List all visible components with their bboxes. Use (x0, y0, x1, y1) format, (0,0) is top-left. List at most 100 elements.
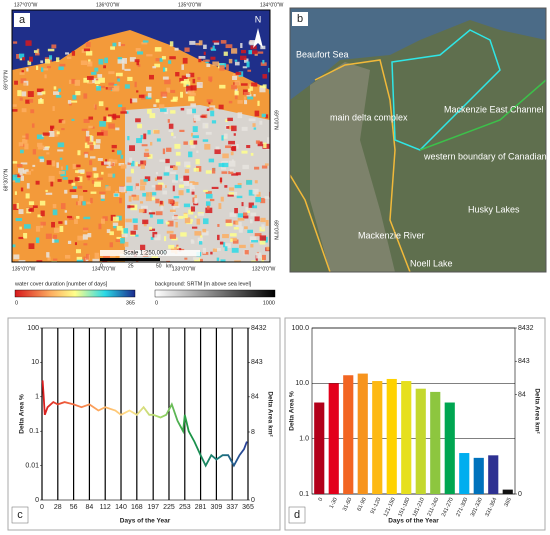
raster-pixel (15, 178, 21, 183)
raster-pixel (266, 137, 270, 144)
raster-pixel (52, 160, 56, 167)
raster-pixel (85, 50, 93, 56)
y-tick-label: 0.01 (25, 462, 39, 469)
raster-pixel (151, 185, 156, 188)
raster-pixel (140, 244, 146, 251)
raster-pixel (171, 179, 179, 183)
raster-pixel (182, 57, 188, 64)
raster-pixel (19, 58, 23, 61)
raster-pixel (181, 75, 188, 81)
plot-area (311, 327, 516, 495)
raster-pixel (150, 236, 154, 240)
raster-pixel (244, 250, 249, 255)
raster-pixel (150, 197, 156, 201)
raster-pixel (208, 76, 213, 81)
raster-pixel (86, 201, 91, 205)
raster-pixel (85, 42, 91, 48)
y-axis-title: Delta Area % (289, 391, 296, 431)
raster-pixel (19, 226, 22, 230)
raster-pixel (170, 247, 177, 253)
raster-pixel (248, 118, 256, 122)
raster-pixel (126, 176, 132, 183)
y2-tick-label: 0 (518, 491, 522, 498)
coord-label: 134°0'0"W (260, 2, 284, 8)
raster-pixel (192, 135, 199, 139)
raster-pixel (240, 43, 243, 49)
y-tick-label: 10 (31, 359, 39, 366)
raster-pixel (197, 237, 204, 243)
y-axis-title: Delta Area % (19, 394, 26, 434)
panel-frame (7, 317, 281, 531)
raster-pixel (103, 254, 110, 260)
raster-pixel (243, 96, 247, 102)
raster-pixel (202, 228, 207, 233)
raster-pixel (59, 226, 64, 232)
raster-pixel (39, 200, 46, 206)
coord-label: 136°0'0"W (96, 2, 120, 8)
raster-pixel (70, 100, 78, 103)
raster-pixel (217, 234, 220, 241)
raster-pixel (64, 220, 68, 225)
raster-pixel (147, 92, 152, 98)
raster-pixel (87, 232, 92, 238)
raster-pixel (256, 252, 262, 259)
raster-pixel (232, 239, 239, 244)
raster-pixel (120, 164, 127, 169)
raster-pixel (89, 156, 96, 159)
label-box (288, 506, 306, 524)
raster-pixel (76, 259, 84, 262)
raster-pixel (255, 140, 260, 144)
raster-pixel (103, 65, 107, 69)
raster-pixel (244, 100, 248, 105)
raster-pixel (169, 209, 176, 212)
raster-pixel (112, 222, 119, 226)
raster-pixel (221, 167, 227, 170)
raster-pixel (136, 90, 139, 93)
raster-pixel (196, 82, 203, 88)
raster-pixel (111, 159, 118, 164)
raster-pixel (14, 191, 17, 195)
bar (386, 378, 397, 494)
raster-pixel (259, 120, 263, 125)
raster-pixel (14, 80, 18, 85)
raster-pixel (83, 256, 86, 262)
raster-pixel (232, 75, 238, 80)
coord-label: 135°0'0"W (178, 2, 202, 8)
raster-pixel (88, 125, 93, 129)
raster-pixel (227, 117, 233, 122)
raster-pixel (147, 130, 151, 135)
raster-pixel (186, 108, 193, 115)
raster-pixel (163, 67, 168, 72)
raster-pixel (228, 58, 233, 64)
raster-pixel (240, 49, 247, 54)
x-tick-label: 151-180 (397, 497, 411, 518)
raster-pixel (83, 93, 88, 99)
raster-pixel (136, 260, 139, 262)
bar (502, 489, 513, 494)
raster-pixel (46, 160, 52, 165)
raster-pixel (197, 77, 201, 80)
bar (444, 402, 455, 494)
raster-pixel (117, 78, 121, 82)
raster-pixel (94, 80, 101, 85)
raster-pixel (143, 160, 147, 165)
coord-label: 69°0'0"N (3, 70, 9, 90)
raster-pixel (232, 73, 240, 78)
raster-pixel (48, 175, 55, 182)
raster-pixel (215, 146, 220, 150)
raster-pixel (86, 253, 90, 260)
y2-tick-label: 843 (251, 359, 263, 366)
raster-pixel (108, 86, 114, 91)
raster-pixel (51, 221, 55, 228)
raster-pixel (221, 162, 229, 168)
raster-pixel (91, 180, 95, 184)
raster-pixel (23, 82, 27, 86)
raster-pixel (37, 92, 43, 96)
raster-pixel (25, 170, 32, 175)
raster-pixel (198, 213, 205, 217)
x-tick-label: 309 (211, 504, 223, 511)
raster-pixel (94, 252, 100, 259)
raster-pixel (68, 216, 74, 220)
raster-pixel (251, 82, 258, 87)
coord-label: 133°0'0"W (172, 266, 196, 272)
